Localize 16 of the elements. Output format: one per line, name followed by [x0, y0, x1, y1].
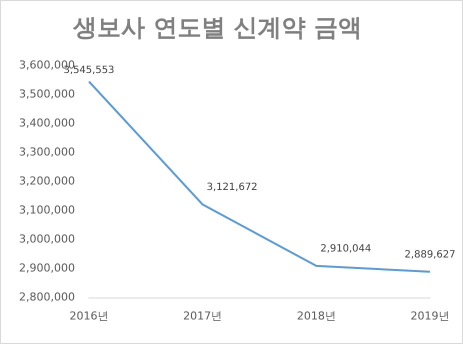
data-label: 2,889,627 [404, 249, 456, 260]
data-label: 3,121,672 [206, 182, 258, 194]
x-tick-label: 2017년 [183, 309, 222, 322]
y-tick-label: 3,500,000 [19, 88, 75, 101]
x-tick-label: 2018년 [296, 309, 336, 322]
y-tick-label: 3,400,000 [19, 116, 75, 130]
y-tick-label: 3,200,000 [19, 174, 75, 188]
x-tick-label: 2016년 [69, 309, 108, 322]
y-tick-label: 3,100,000 [19, 204, 75, 217]
y-tick-label: 2,800,000 [19, 290, 75, 304]
data-label: 2,910,044 [320, 243, 372, 254]
y-tick-label: 3,000,000 [19, 232, 75, 246]
y-tick-label: 3,300,000 [19, 146, 75, 159]
y-tick-label: 2,900,000 [19, 262, 75, 275]
x-tick-label: 2019년 [410, 309, 450, 322]
chart-title: 생보사 연도별 신계약 금액 [72, 14, 362, 42]
